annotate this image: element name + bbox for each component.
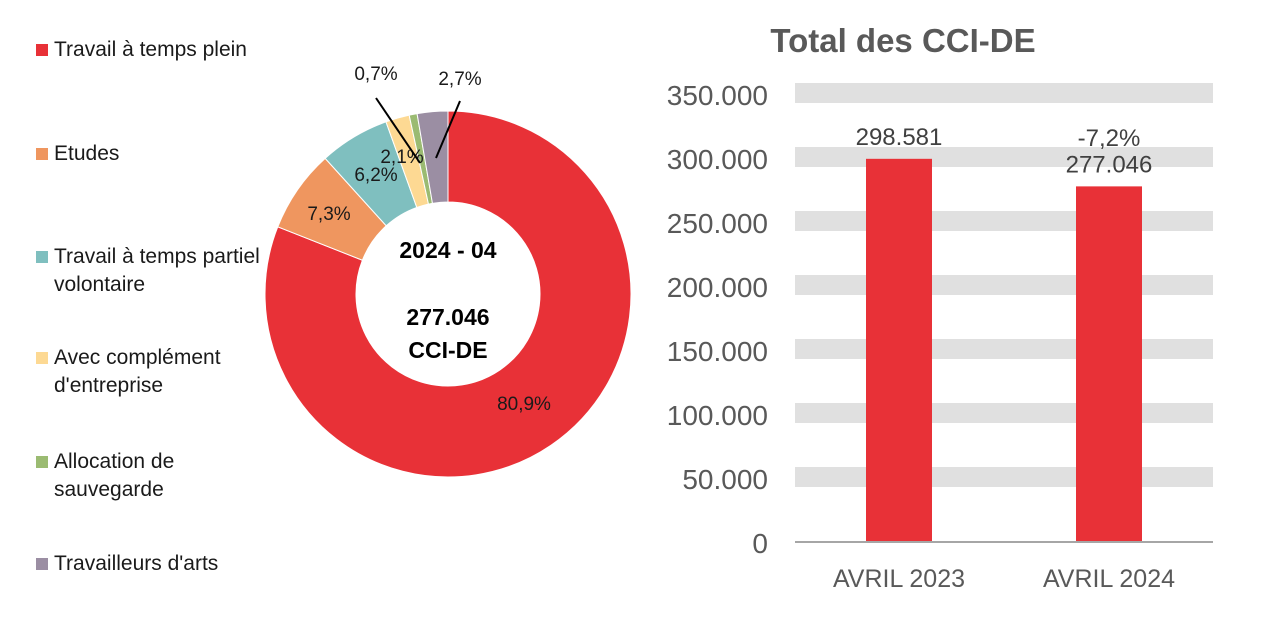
y-tick-label: 250.000 [667, 208, 768, 239]
slice-label: 7,3% [307, 204, 350, 225]
gridline [795, 339, 1213, 359]
leader-line [375, 97, 421, 164]
center-unit: CCI-DE [408, 337, 487, 363]
y-tick-label: 150.000 [667, 336, 768, 367]
legend-swatch [36, 44, 48, 56]
gridline [795, 83, 1213, 103]
center-total: 277.046 [406, 304, 489, 330]
slice-label: 2,7% [438, 69, 481, 90]
legend-swatch [36, 251, 48, 263]
legend-label: Allocation de sauvegarde [54, 450, 175, 501]
slice-label: 80,9% [497, 394, 551, 415]
donut-slice [416, 110, 449, 204]
gridline [795, 211, 1213, 231]
change-label: -7,2% [1078, 125, 1141, 152]
x-tick-label: AVRIL 2024 [1043, 565, 1175, 593]
y-tick-label: 100.000 [667, 400, 768, 431]
legend-label: Travail à temps partiel volontaire [54, 245, 260, 296]
center-period: 2024 - 04 [399, 237, 496, 263]
gridline [795, 275, 1213, 295]
chart-title: Total des CCI-DE [770, 22, 1035, 59]
bar [1076, 186, 1142, 542]
bar-value-label: 277.046 [1066, 151, 1153, 178]
donut-slice [264, 110, 632, 478]
y-tick-label: 350.000 [667, 80, 768, 111]
gridline [795, 467, 1213, 487]
legend-swatch [36, 148, 48, 160]
y-tick-label: 0 [752, 528, 768, 559]
y-tick-label: 200.000 [667, 272, 768, 303]
slice-label: 6,2% [354, 165, 397, 186]
bar [866, 158, 932, 541]
x-tick-label: AVRIL 2023 [833, 565, 965, 593]
y-tick-label: 50.000 [682, 464, 768, 495]
legend-label: Avec complément d'entreprise [54, 346, 221, 397]
legend-label: Travailleurs d'arts [54, 552, 219, 575]
legend-label: Etudes [54, 142, 120, 165]
legend-swatch [36, 558, 48, 570]
bar-value-label: 298.581 [856, 124, 943, 151]
slice-label: 0,7% [354, 64, 397, 85]
legend-swatch [36, 352, 48, 364]
y-tick-label: 300.000 [667, 144, 768, 175]
legend-swatch [36, 456, 48, 468]
leader-line [435, 100, 461, 159]
gridline [795, 403, 1213, 423]
legend-label: Travail à temps plein [54, 38, 247, 61]
